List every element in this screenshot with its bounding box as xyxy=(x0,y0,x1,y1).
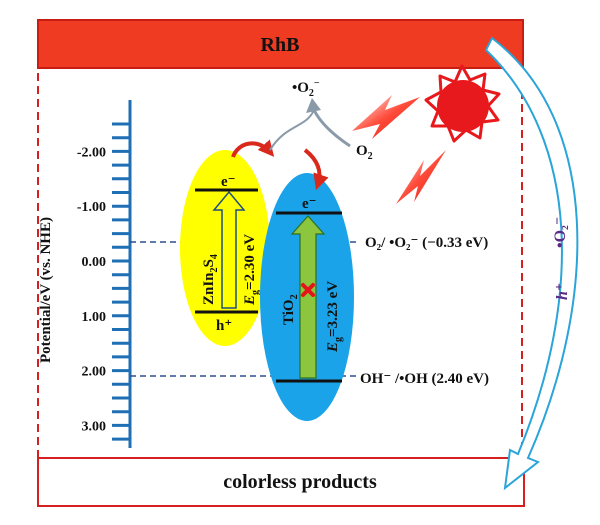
sun-icon xyxy=(424,64,501,143)
zninS-name: ZnIn2S4 xyxy=(201,254,220,305)
tio2-eg-label: Eg=3.23 eV xyxy=(325,281,344,353)
rhb-label: RhB xyxy=(261,34,300,56)
axis-tick-label: 0.00 xyxy=(82,255,107,270)
zninS-electron-label: e⁻ xyxy=(221,174,236,190)
axis-tick-label: 3.00 xyxy=(82,419,107,434)
products-box xyxy=(37,457,525,507)
axis-label: Potential/eV (vs. NHE) xyxy=(38,217,54,363)
electron-transfer-arrow-zninS xyxy=(231,139,275,158)
side-hole-label: h⁺ xyxy=(554,283,571,300)
level-label-hydroxyl: OH⁻ /•OH (2.40 eV) xyxy=(360,371,489,387)
electron-transfer-arrow-tio2 xyxy=(303,148,329,191)
zninS-eg-label: Eg=2.30 eV xyxy=(242,234,261,306)
light-bolt-icon xyxy=(352,95,420,139)
blocked-cross-icon xyxy=(301,283,315,297)
zninS-semiconductor: e⁻ h⁺ ZnIn2S4 Eg=2.30 eV xyxy=(180,150,270,346)
rhb-banner xyxy=(37,19,524,69)
tio2-name: TiO2 xyxy=(281,294,300,325)
zninS-hole-label: h⁺ xyxy=(216,318,232,334)
transfer-loop-arrow xyxy=(484,36,579,491)
superoxide-label: •O2− xyxy=(292,78,320,99)
axis-tick-label: -2.00 xyxy=(77,145,106,160)
axis-tick-label: 2.00 xyxy=(82,365,107,380)
tio2-semiconductor: e⁻ TiO2 Eg=3.23 eV xyxy=(260,173,354,421)
level-label-superoxide: O₂/ •O₂⁻ (−0.33 eV) xyxy=(365,235,488,251)
products-label: colorless products xyxy=(223,471,377,493)
tio2-electron-label: e⁻ xyxy=(302,196,317,212)
side-radical-label: •O₂⁻ xyxy=(552,217,569,248)
axis-tick-label: -1.00 xyxy=(77,200,106,215)
potential-axis: -2.00 -1.00 0.00 1.00 2.00 3.00 xyxy=(77,100,132,448)
o2-reduction-arrow xyxy=(312,109,351,148)
o2-label: O2 xyxy=(356,143,373,162)
axis-tick-label: 1.00 xyxy=(82,310,107,325)
light-bolt-icon-2 xyxy=(396,150,446,204)
